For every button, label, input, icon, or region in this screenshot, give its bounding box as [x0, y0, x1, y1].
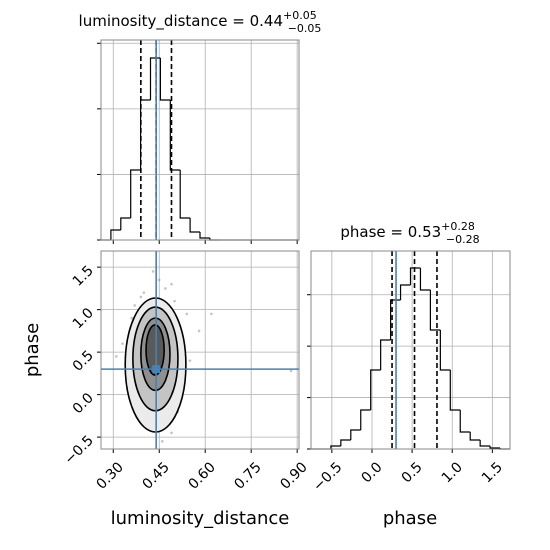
histogram-bin — [179, 169, 191, 219]
y-axis-label: phase — [22, 323, 43, 377]
scatter-point — [142, 291, 146, 294]
y-tick-label: 0.0 — [70, 390, 97, 417]
histogram-bin — [110, 229, 121, 240]
title-upper: +0.28 — [441, 220, 475, 233]
scatter-point — [161, 440, 164, 443]
histogram-bin — [409, 267, 421, 285]
scatter-point — [151, 270, 155, 273]
y-tick-label: −0.5 — [61, 433, 96, 468]
scatter-point — [157, 278, 161, 282]
x-tick-label: 1.0 — [439, 459, 466, 486]
title-text: luminosity_distance = 0.44 — [79, 12, 283, 31]
y-tick-label: 1.0 — [70, 305, 97, 332]
histogram-bin — [419, 268, 431, 291]
title-lower: −0.05 — [288, 22, 322, 35]
scatter-point — [121, 342, 124, 345]
x-tick-label: 0.90 — [277, 459, 310, 492]
histogram-bin — [489, 446, 501, 449]
x-tick-label: 1.5 — [479, 459, 506, 486]
y-tick-label: 1.5 — [70, 263, 97, 290]
scatter-point — [185, 312, 189, 316]
histogram-bin — [390, 299, 401, 341]
histogram-bin — [159, 57, 171, 101]
histogram-bin — [120, 217, 131, 230]
histogram-bin — [449, 370, 461, 411]
scatter-point — [170, 431, 173, 435]
title-upper: +0.05 — [283, 9, 317, 22]
histogram-bin — [199, 232, 210, 239]
x-tick-label: 0.5 — [399, 459, 426, 486]
axes-frame — [100, 39, 300, 241]
histogram-bin — [140, 99, 151, 170]
scatter-point — [188, 359, 192, 362]
y-tick-label: 0.5 — [70, 348, 97, 375]
chart-title: luminosity_distance = 0.44+0.05 −0.05 — [79, 9, 322, 35]
histogram-bin — [340, 439, 351, 447]
x-tick-label: −0.5 — [310, 459, 345, 494]
histogram-bin — [439, 329, 451, 371]
histogram-bin — [130, 169, 141, 218]
histogram-bin — [350, 429, 361, 440]
contour — [145, 324, 165, 376]
histogram-bin — [149, 57, 161, 100]
scatter-point — [164, 287, 167, 290]
x-tick-label: 0.30 — [94, 459, 127, 492]
histogram-bin — [330, 445, 341, 449]
scatter-point — [115, 355, 118, 358]
x-tick-label: 0.75 — [231, 459, 264, 492]
histogram-bin — [429, 289, 441, 331]
x-tick-label: 0.0 — [359, 459, 386, 486]
scatter-point — [170, 282, 173, 286]
x-tick-label: 0.60 — [185, 459, 218, 492]
x-axis-label: phase — [383, 508, 437, 529]
axes-frame — [310, 250, 511, 450]
histogram-bin — [459, 410, 471, 433]
title-lower: −0.28 — [446, 233, 480, 246]
title-text: phase = 0.53 — [340, 223, 441, 241]
histogram-bin — [399, 284, 411, 301]
x-tick-label: 0.45 — [139, 459, 172, 492]
axes-frame — [100, 250, 300, 450]
truth-marker — [152, 365, 161, 374]
x-axis-label: luminosity_distance — [111, 508, 290, 529]
histogram-bin — [380, 339, 391, 371]
scatter-point — [289, 369, 293, 373]
scatter-point — [139, 295, 143, 299]
histogram-bin — [479, 440, 491, 447]
histogram-bin — [360, 409, 371, 430]
scatter-point — [210, 312, 213, 316]
scatter-point — [130, 316, 133, 320]
histogram-bin — [469, 432, 481, 441]
scatter-point — [197, 329, 201, 333]
histogram-bin — [169, 100, 181, 171]
scatter-point — [133, 304, 137, 307]
scatter-point — [173, 299, 176, 303]
histogram-bin — [370, 369, 381, 411]
chart-title: phase = 0.53+0.28 −0.28 — [340, 220, 479, 246]
histogram-bin — [189, 217, 200, 233]
